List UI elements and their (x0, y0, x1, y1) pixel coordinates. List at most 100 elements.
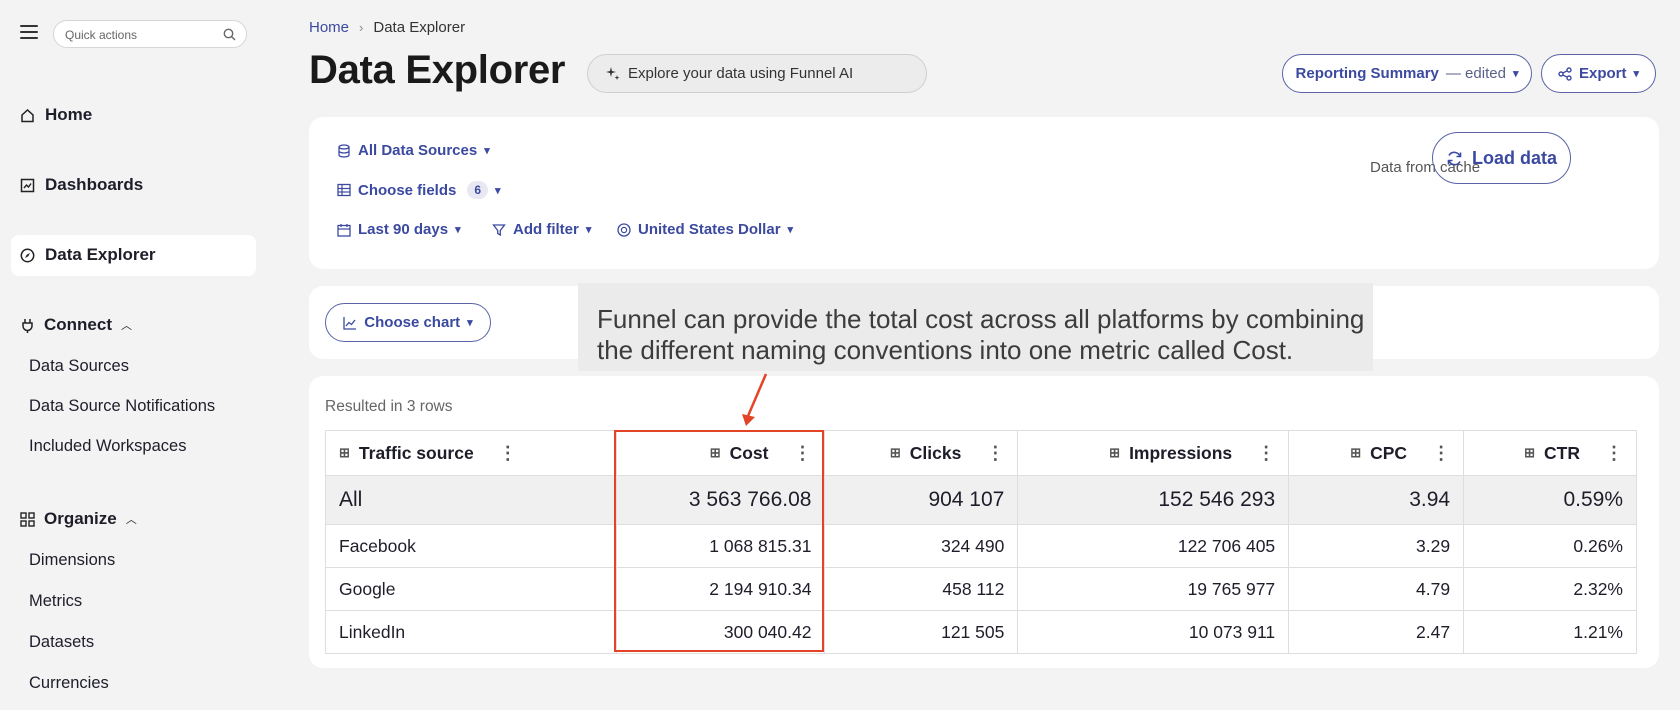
quick-actions-input[interactable]: Quick actions (53, 20, 247, 48)
sidebar-item-datasets[interactable]: Datasets (29, 633, 95, 651)
table-cell: 1.21% (1463, 610, 1637, 654)
sidebar-item-included-workspaces[interactable]: Included Workspaces (29, 437, 187, 455)
breadcrumb-home-link[interactable]: Home (309, 19, 350, 36)
compass-icon (20, 248, 35, 262)
metric-icon: ⊞ (889, 445, 901, 460)
breadcrumb: Home › Data Explorer (309, 19, 465, 36)
column-header-label: Impressions (1129, 442, 1233, 463)
refresh-icon (1447, 151, 1462, 165)
sidebar-section-connect[interactable]: Connect ︿ (20, 315, 132, 335)
choose-fields-label: Choose fields (358, 181, 457, 199)
table-cell: 122 706 405 (1017, 524, 1290, 568)
more-vertical-icon[interactable]: ⋮ (1432, 442, 1451, 463)
chevron-down-icon: ▾ (484, 145, 490, 157)
column-header-label: Traffic source (358, 442, 474, 463)
sidebar-item-currencies[interactable]: Currencies (29, 674, 109, 692)
annotation-arrow-icon (742, 373, 768, 426)
column-header-cpc[interactable]: ⊞ CPC ⋮ (1288, 430, 1465, 476)
more-vertical-icon[interactable]: ⋮ (1605, 442, 1623, 463)
home-icon (21, 108, 34, 122)
table-row: LinkedIn 300 040.42 121 505 10 073 911 2… (325, 610, 1637, 654)
table-icon (337, 183, 351, 197)
load-data-button[interactable]: Load data (1432, 132, 1571, 184)
currency-dropdown[interactable]: United States Dollar ▾ (617, 221, 793, 238)
chevron-down-icon: ▾ (585, 224, 592, 236)
sidebar-item-home[interactable]: Home (20, 105, 92, 125)
table-cell: All (325, 475, 617, 525)
table-cell: 3 563 766.08 (615, 475, 826, 525)
export-label: Export (1578, 65, 1627, 82)
date-range-dropdown[interactable]: Last 90 days ▾ (337, 221, 461, 238)
chevron-down-icon: ▾ (1633, 68, 1640, 80)
funnel-ai-placeholder: Explore your data using Funnel AI (628, 65, 854, 82)
sidebar-item-label: Dashboards (45, 175, 144, 194)
chevron-right-icon: › (359, 20, 364, 35)
add-filter-label: Add filter (513, 221, 579, 238)
table-cell: 4.79 (1288, 567, 1465, 611)
data-sources-dropdown[interactable]: All Data Sources ▾ (337, 142, 490, 159)
view-selector-button[interactable]: Reporting Summary — edited ▾ (1282, 54, 1532, 93)
sidebar-item-data-sources[interactable]: Data Sources (29, 357, 129, 375)
table-cell: 2.47 (1288, 610, 1465, 654)
date-range-label: Last 90 days (358, 221, 449, 238)
table-cell: Google (325, 567, 617, 611)
dashboard-icon (20, 178, 35, 192)
table-cell: 0.59% (1463, 475, 1637, 525)
sidebar-item-label: Home (45, 105, 93, 124)
funnel-ai-input[interactable]: Explore your data using Funnel AI (587, 54, 927, 93)
table-row: Google 2 194 910.34 458 112 19 765 977 4… (325, 567, 1637, 611)
sidebar-section-label: Connect (44, 315, 112, 334)
sidebar-item-label: Data Explorer (45, 245, 156, 264)
sidebar-item-metrics[interactable]: Metrics (29, 592, 83, 610)
share-icon (1558, 66, 1572, 81)
more-vertical-icon[interactable]: ⋮ (498, 442, 517, 463)
table-cell: 1 068 815.31 (615, 524, 826, 568)
metric-icon: ⊞ (709, 445, 721, 460)
table-cell: 0.26% (1463, 524, 1637, 568)
sidebar-item-dimensions[interactable]: Dimensions (29, 551, 116, 569)
view-name: Reporting Summary (1295, 65, 1439, 82)
menu-icon[interactable] (20, 25, 38, 39)
more-vertical-icon[interactable]: ⋮ (793, 442, 812, 463)
table-header-row: ⊞ Traffic source ⋮ ⊞ Cost ⋮ ⊞ Clicks ⋮ ⊞ Impres… (325, 430, 1637, 476)
view-status: — edited (1445, 65, 1506, 82)
data-sources-label: All Data Sources (358, 142, 478, 159)
column-header-clicks[interactable]: ⊞ Clicks ⋮ (824, 430, 1019, 476)
export-button[interactable]: Export ▾ (1541, 54, 1656, 93)
column-header-traffic-source[interactable]: ⊞ Traffic source ⋮ (325, 430, 617, 476)
column-header-cost[interactable]: ⊞ Cost ⋮ (615, 430, 826, 476)
page-title: Data Explorer (309, 48, 566, 92)
chevron-up-icon: ︿ (125, 514, 137, 526)
sparkle-icon (606, 67, 620, 80)
table-row: Facebook 1 068 815.31 324 490 122 706 40… (325, 524, 1637, 568)
table-cell: 3.29 (1288, 524, 1465, 568)
load-data-label: Load data (1471, 147, 1557, 168)
results-summary: Resulted in 3 rows (325, 398, 453, 415)
column-header-label: Clicks (909, 442, 962, 463)
sidebar-item-data-source-notifications[interactable]: Data Source Notifications (29, 397, 216, 415)
choose-chart-button[interactable]: Choose chart ▾ (325, 303, 491, 342)
quick-actions-placeholder: Quick actions (65, 28, 138, 42)
more-vertical-icon[interactable]: ⋮ (986, 442, 1005, 463)
sidebar-active-highlight (11, 235, 256, 276)
sidebar-section-organize[interactable]: Organize ︿ (20, 509, 137, 529)
column-header-ctr[interactable]: ⊞ CTR ⋮ (1463, 430, 1637, 476)
table-cell: 19 765 977 (1017, 567, 1290, 611)
plug-icon (22, 318, 33, 333)
chevron-down-icon: ▾ (455, 224, 461, 236)
metric-icon: ⊞ (1109, 445, 1121, 460)
column-header-label: CPC (1370, 442, 1408, 463)
sidebar-item-dashboards[interactable]: Dashboards (20, 175, 143, 195)
metric-icon: ⊞ (1350, 445, 1362, 460)
database-icon (338, 143, 350, 158)
column-header-impressions[interactable]: ⊞ Impressions ⋮ (1017, 430, 1290, 476)
choose-fields-dropdown[interactable]: Choose fields 6 ▾ (337, 181, 501, 199)
add-filter-dropdown[interactable]: Add filter ▾ (492, 221, 591, 238)
sidebar-item-data-explorer[interactable]: Data Explorer (20, 245, 156, 265)
table-cell: 324 490 (824, 524, 1019, 568)
table-cell: LinkedIn (325, 610, 617, 654)
more-vertical-icon[interactable]: ⋮ (1257, 442, 1276, 463)
table-cell: 2 194 910.34 (615, 567, 826, 611)
calendar-icon (337, 223, 351, 237)
annotation-callout: Funnel can provide the total cost across… (578, 283, 1373, 371)
